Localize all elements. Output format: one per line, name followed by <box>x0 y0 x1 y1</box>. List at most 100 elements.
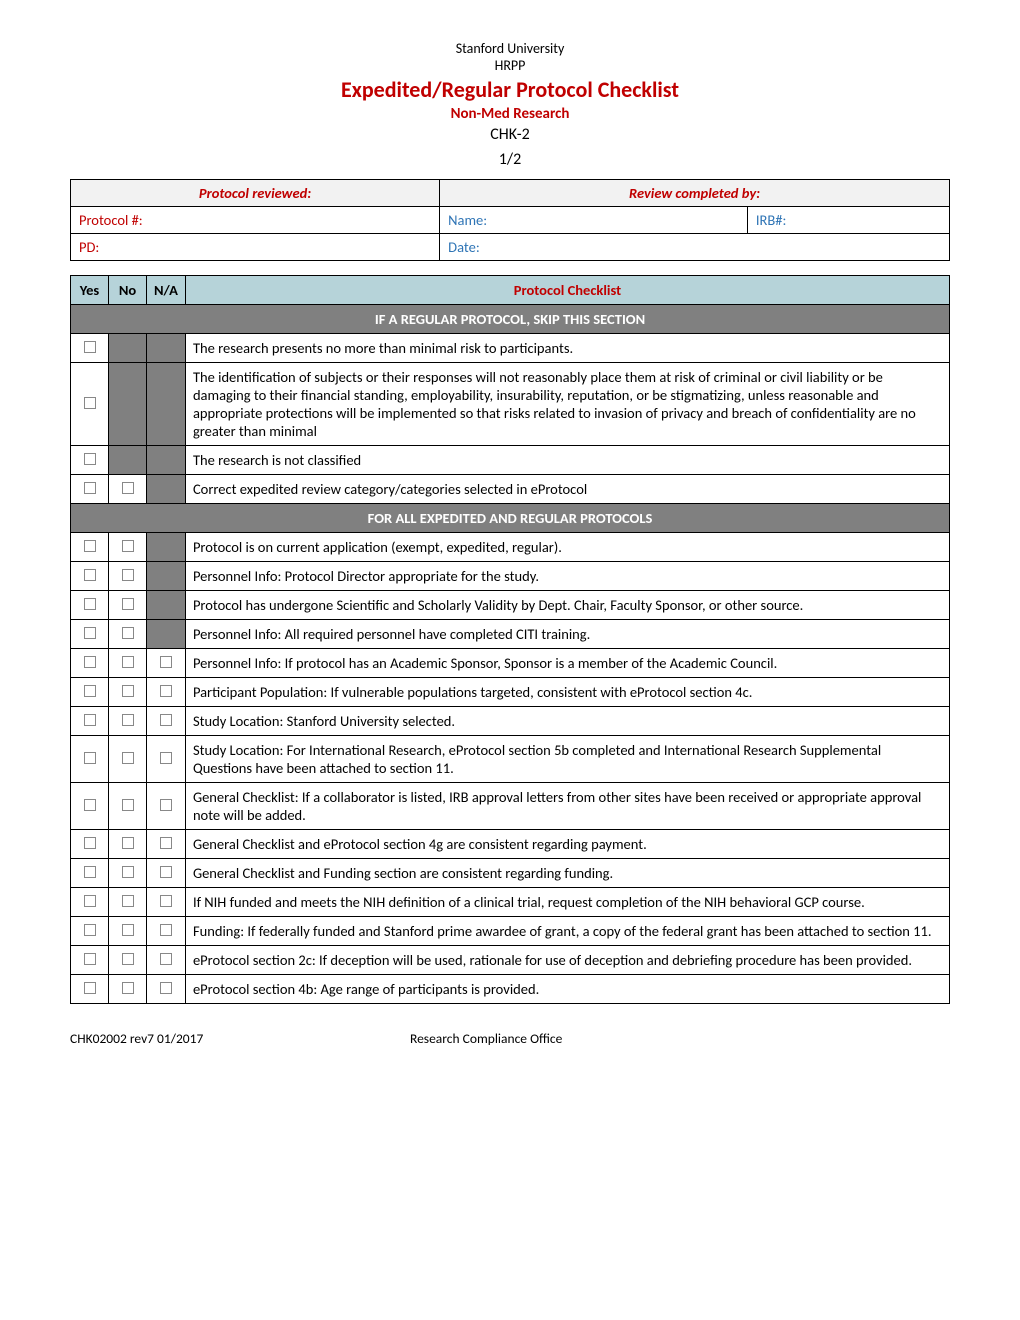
checkbox-cell[interactable] <box>71 859 109 888</box>
checkbox-cell[interactable] <box>147 946 186 975</box>
checkbox-cell[interactable] <box>109 736 147 783</box>
info-table: Protocol reviewed: Review completed by: … <box>70 179 950 261</box>
checkbox-icon <box>84 714 96 726</box>
checkbox-cell[interactable] <box>71 475 109 504</box>
checkbox-cell[interactable] <box>147 649 186 678</box>
checkbox-cell[interactable] <box>109 649 147 678</box>
checkbox-cell[interactable] <box>71 736 109 783</box>
checklist-item-text: Correct expedited review category/catego… <box>185 475 949 504</box>
cell-disabled <box>147 533 186 562</box>
checkbox-cell[interactable] <box>147 736 186 783</box>
checkbox-icon <box>122 714 134 726</box>
checkbox-cell[interactable] <box>71 888 109 917</box>
checkbox-icon <box>160 953 172 965</box>
checkbox-cell[interactable] <box>71 363 109 446</box>
protocol-reviewed-header: Protocol reviewed: <box>199 184 311 202</box>
checklist-item-text: Funding: If federally funded and Stanfor… <box>185 917 949 946</box>
checkbox-cell[interactable] <box>71 649 109 678</box>
checklist-item-text: General Checklist and eProtocol section … <box>185 830 949 859</box>
checklist-row: Protocol has undergone Scientific and Sc… <box>71 591 950 620</box>
checkbox-cell[interactable] <box>71 533 109 562</box>
checkbox-cell[interactable] <box>71 946 109 975</box>
checkbox-icon <box>160 685 172 697</box>
checkbox-cell[interactable] <box>109 946 147 975</box>
cell-disabled <box>147 591 186 620</box>
checkbox-cell[interactable] <box>109 859 147 888</box>
checkbox-icon <box>84 752 96 764</box>
checkbox-cell[interactable] <box>71 678 109 707</box>
checkbox-cell[interactable] <box>147 917 186 946</box>
checklist-row: General Checklist and Funding section ar… <box>71 859 950 888</box>
checkbox-cell[interactable] <box>147 678 186 707</box>
footer-left: CHK02002 rev7 01/2017 <box>70 1030 410 1047</box>
checkbox-cell[interactable] <box>109 562 147 591</box>
checkbox-cell[interactable] <box>109 475 147 504</box>
checkbox-cell[interactable] <box>71 334 109 363</box>
checkbox-cell[interactable] <box>71 446 109 475</box>
checkbox-cell[interactable] <box>147 783 186 830</box>
cell-disabled <box>147 475 186 504</box>
checkbox-cell[interactable] <box>109 620 147 649</box>
checkbox-icon <box>160 752 172 764</box>
cell-disabled <box>109 334 147 363</box>
checkbox-cell[interactable] <box>71 830 109 859</box>
document-title: Expedited/Regular Protocol Checklist <box>70 76 950 103</box>
document-code: CHK-2 <box>70 125 950 144</box>
checklist-row: Personnel Info: All required personnel h… <box>71 620 950 649</box>
cell-disabled <box>109 446 147 475</box>
checkbox-cell[interactable] <box>109 533 147 562</box>
checkbox-icon <box>122 799 134 811</box>
checkbox-cell[interactable] <box>147 707 186 736</box>
checkbox-icon <box>160 837 172 849</box>
checklist-row: The research is not classified <box>71 446 950 475</box>
checkbox-icon <box>84 866 96 878</box>
checkbox-cell[interactable] <box>109 830 147 859</box>
footer-center: Research Compliance Office <box>410 1030 562 1047</box>
checklist-item-text: The research is not classified <box>185 446 949 475</box>
checklist-item-text: The research presents no more than minim… <box>185 334 949 363</box>
checkbox-icon <box>84 685 96 697</box>
checkbox-icon <box>122 656 134 668</box>
checkbox-cell[interactable] <box>109 678 147 707</box>
checkbox-cell[interactable] <box>147 859 186 888</box>
checkbox-icon <box>122 752 134 764</box>
checklist-item-text: If NIH funded and meets the NIH definiti… <box>185 888 949 917</box>
checkbox-icon <box>84 837 96 849</box>
checklist-row: eProtocol section 4b: Age range of parti… <box>71 975 950 1004</box>
checkbox-cell[interactable] <box>71 562 109 591</box>
checklist-item-text: General Checklist and Funding section ar… <box>185 859 949 888</box>
checkbox-cell[interactable] <box>71 783 109 830</box>
checkbox-cell[interactable] <box>71 620 109 649</box>
checkbox-cell[interactable] <box>147 975 186 1004</box>
checkbox-cell[interactable] <box>147 830 186 859</box>
checkbox-cell[interactable] <box>109 783 147 830</box>
checkbox-cell[interactable] <box>71 591 109 620</box>
cell-disabled <box>109 363 147 446</box>
checklist-table: Yes No N/A Protocol Checklist IF A REGUL… <box>70 275 950 1004</box>
checkbox-cell[interactable] <box>109 591 147 620</box>
col-na-header: N/A <box>154 281 178 299</box>
checkbox-cell[interactable] <box>147 888 186 917</box>
checkbox-cell[interactable] <box>109 888 147 917</box>
checkbox-icon <box>122 953 134 965</box>
checklist-row: Funding: If federally funded and Stanfor… <box>71 917 950 946</box>
checkbox-cell[interactable] <box>71 975 109 1004</box>
cell-disabled <box>147 334 186 363</box>
checkbox-icon <box>122 598 134 610</box>
checklist-item-text: Protocol is on current application (exem… <box>185 533 949 562</box>
checkbox-icon <box>84 924 96 936</box>
checkbox-cell[interactable] <box>109 975 147 1004</box>
checklist-item-text: Study Location: For International Resear… <box>185 736 949 783</box>
checklist-row: Participant Population: If vulnerable po… <box>71 678 950 707</box>
checklist-item-text: Participant Population: If vulnerable po… <box>185 678 949 707</box>
col-yes-header: Yes <box>80 281 99 299</box>
document-subtitle: Non-Med Research <box>70 105 950 123</box>
checkbox-icon <box>84 982 96 994</box>
checkbox-cell[interactable] <box>71 917 109 946</box>
checkbox-cell[interactable] <box>71 707 109 736</box>
checkbox-icon <box>160 656 172 668</box>
section-1-row: IF A REGULAR PROTOCOL, SKIP THIS SECTION <box>71 305 950 334</box>
checkbox-cell[interactable] <box>109 707 147 736</box>
checkbox-cell[interactable] <box>109 917 147 946</box>
checkbox-icon <box>122 685 134 697</box>
